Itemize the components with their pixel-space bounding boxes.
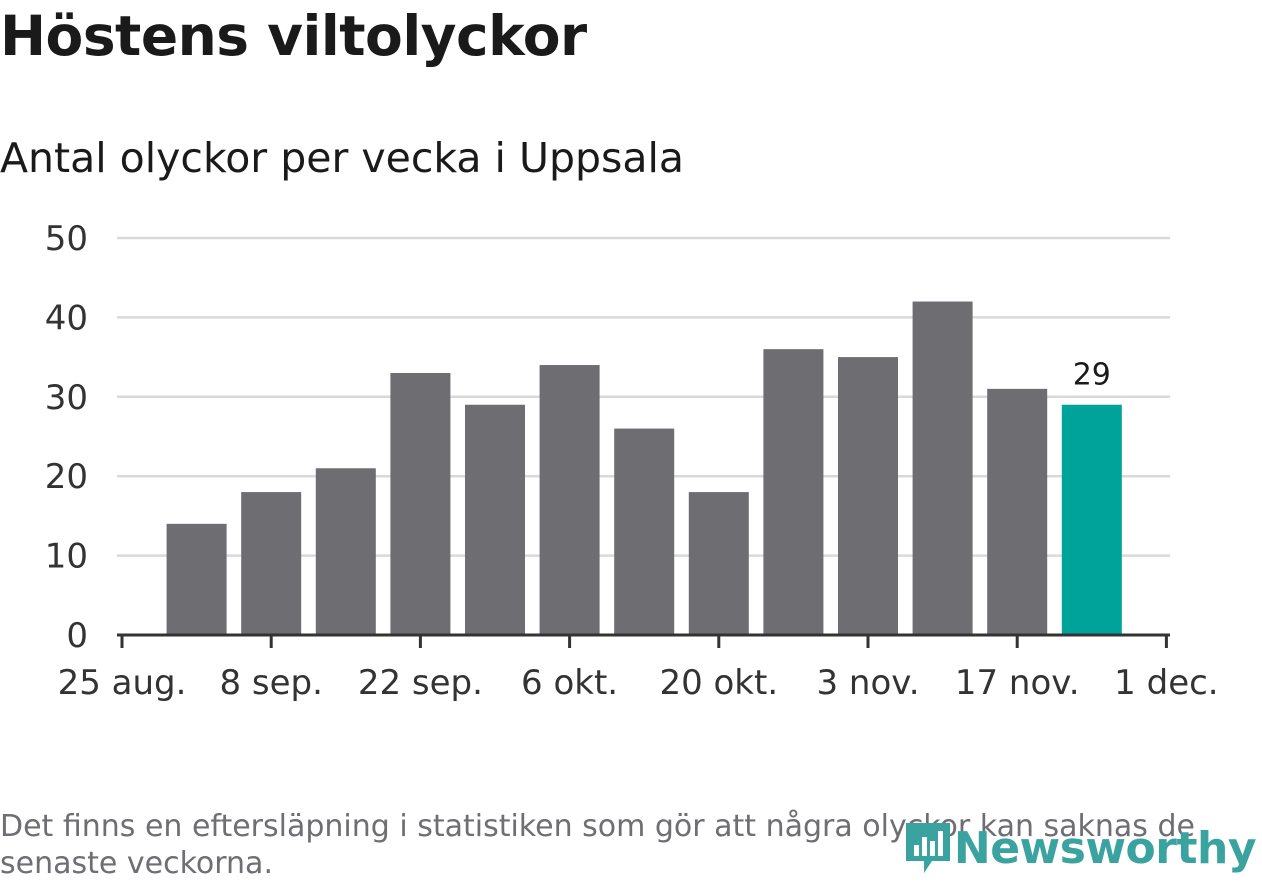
chart-subtitle: Antal olyckor per vecka i Uppsala: [0, 134, 685, 182]
newsworthy-logo: Newsworthy: [902, 819, 1257, 877]
bar: [315, 468, 376, 635]
x-tick-label: 8 sep.: [219, 663, 322, 703]
y-tick-label: 10: [45, 537, 88, 577]
bars: [166, 301, 1122, 635]
bar-highlighted: [1061, 404, 1122, 635]
bar: [838, 357, 898, 635]
logo-text: Newsworthy: [953, 822, 1257, 874]
x-tick-label: 25 aug.: [58, 663, 187, 703]
bar: [241, 492, 302, 635]
y-tick-label: 0: [66, 616, 88, 656]
bar: [987, 388, 1048, 635]
bar: [614, 428, 675, 635]
y-tick-label: 30: [45, 378, 88, 418]
footnote: Det finns en eftersläpning i statistiken…: [0, 809, 1195, 881]
y-tick-label: 50: [45, 219, 88, 259]
bar: [763, 349, 824, 635]
bar: [688, 492, 749, 635]
x-tick-label: 3 nov.: [816, 663, 919, 703]
x-tick-label: 6 okt.: [521, 663, 618, 703]
newsworthy-chart-icon: [905, 823, 950, 873]
bar: [539, 365, 600, 635]
x-tick-label: 22 sep.: [358, 663, 483, 703]
labels: 0 10 20 30 40 50 29 25 aug. 8 sep. 22 sep. 6 okt. 2…: [45, 219, 1219, 703]
x-tick-label: 1 dec.: [1114, 663, 1218, 703]
y-tick-label: 40: [45, 298, 88, 338]
x-tick-label: 17 nov.: [955, 663, 1080, 703]
data-label: 29: [1073, 358, 1111, 393]
chart-title: Höstens viltolyckor: [0, 4, 587, 68]
y-tick-label: 20: [45, 457, 88, 497]
x-tick-label: 20 okt.: [659, 663, 778, 703]
bar: [465, 404, 525, 635]
bar: [912, 301, 973, 635]
axes: [117, 633, 1170, 648]
bar: [390, 372, 451, 635]
bar: [166, 523, 227, 635]
